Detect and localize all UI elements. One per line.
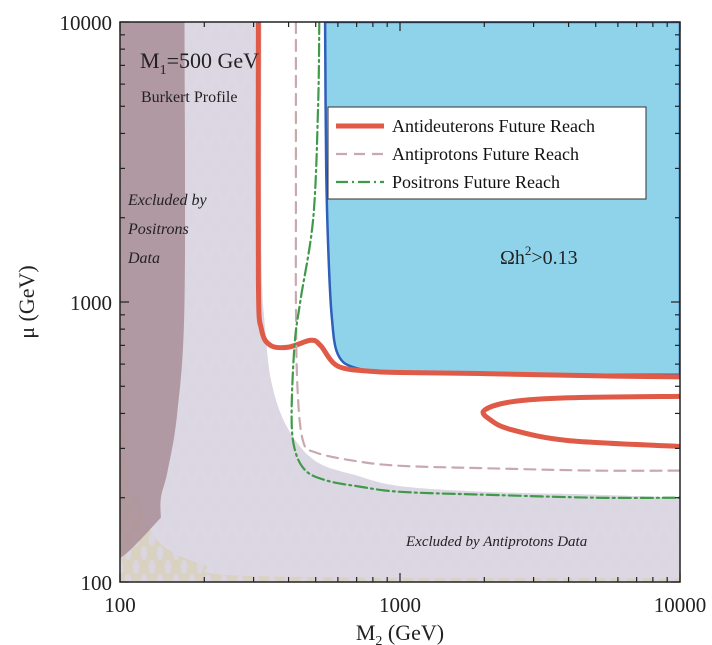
series-line-2 <box>294 22 680 472</box>
profile-annotation: Burkert Profile <box>141 89 237 106</box>
legend-label-positrons: Positrons Future Reach <box>392 172 560 192</box>
positrons-excluded-region <box>120 22 186 558</box>
ytick-label: 10000 <box>60 11 113 35</box>
legend-label-antideuterons: Antideuterons Future Reach <box>392 116 595 136</box>
series-line-1 <box>480 393 680 449</box>
xtick-label: 10000 <box>654 593 707 617</box>
ytick-label: 100 <box>81 571 113 595</box>
xtick-label: 1000 <box>379 593 421 617</box>
legend-label-antiprotons: Antiprotons Future Reach <box>392 144 579 164</box>
positrons-excluded-annotation: Excluded by Positrons Data <box>127 192 211 267</box>
x-axis-title: M2 (GeV) <box>356 620 444 645</box>
y-axis-title: μ (GeV) <box>14 265 39 339</box>
mass-annotation: M1=500 GeV <box>140 48 259 78</box>
legend-box <box>327 106 647 200</box>
series-line-3 <box>290 22 680 500</box>
relic-density-annotation: Ωh2>0.13 <box>500 243 578 269</box>
ytick-label: 1000 <box>70 291 112 315</box>
antiprotons-excluded-annotation: Excluded by Antiprotons Data <box>405 534 587 550</box>
legend: Antideuterons Future Reach Antiprotons F… <box>327 106 647 200</box>
series-line-0 <box>255 22 680 380</box>
xtick-label: 100 <box>104 593 136 617</box>
